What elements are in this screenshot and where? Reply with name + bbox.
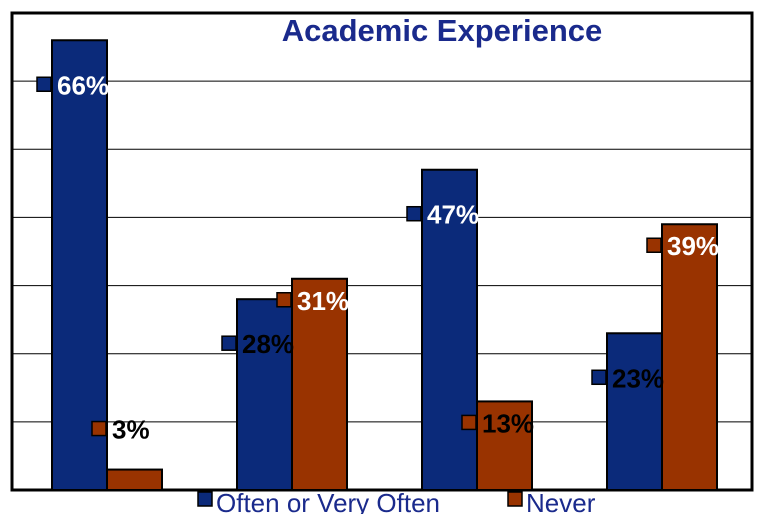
legend: Often or Very Often Never	[197, 488, 596, 514]
label-marker	[36, 76, 52, 93]
label-marker	[91, 420, 107, 437]
label-marker	[646, 237, 662, 253]
legend-swatch-never	[507, 491, 523, 507]
data-label: 39%	[667, 231, 719, 261]
legend-swatch-often	[197, 491, 213, 507]
bar-often-4	[606, 332, 663, 491]
bar-never-4	[661, 223, 718, 491]
label-marker	[221, 335, 237, 351]
bars	[51, 39, 718, 492]
data-label: 31%	[297, 286, 349, 316]
data-label: 13%	[482, 408, 534, 438]
data-label: 47%	[427, 200, 479, 230]
bar-often-3	[421, 168, 478, 491]
bar-never-2	[291, 277, 348, 491]
label-marker	[276, 292, 292, 308]
bar-often-2	[236, 298, 293, 492]
chart-title: Academic Experience	[282, 13, 603, 48]
legend-label-never: Never	[526, 488, 596, 514]
data-label: 66%	[57, 70, 109, 100]
data-labels: 66% 28% 47% 23% 3% 31% 13% 39%	[36, 70, 719, 445]
data-label: 28%	[242, 329, 294, 359]
label-marker	[461, 414, 477, 431]
data-label: 23%	[612, 363, 664, 393]
bar-never-1	[106, 468, 163, 491]
bar-often-1	[51, 39, 108, 491]
label-marker	[406, 205, 422, 222]
bar-never-3	[476, 400, 533, 491]
label-marker	[591, 369, 607, 386]
data-label: 3%	[112, 415, 150, 445]
legend-label-often: Often or Very Often	[216, 488, 440, 514]
